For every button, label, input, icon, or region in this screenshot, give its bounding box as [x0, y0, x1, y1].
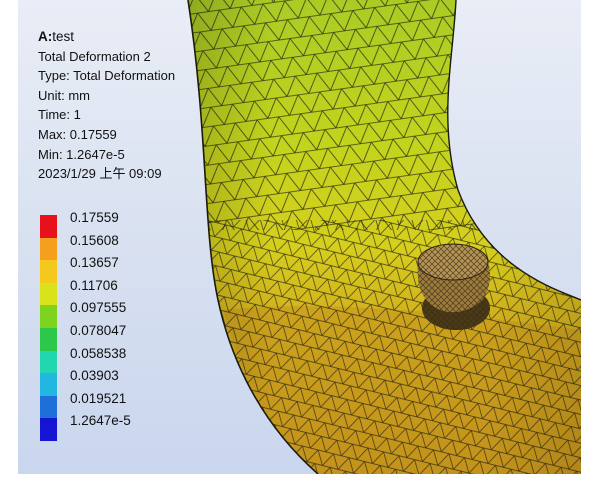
legend-label: 1.2647e-5 [70, 413, 131, 429]
legend-label: 0.078047 [70, 323, 127, 338]
legend-swatch [40, 305, 57, 328]
legend-swatch [40, 418, 57, 441]
result-timestamp: 2023/1/29 上午 09:09 [38, 166, 162, 182]
result-type: Type: Total Deformation [38, 68, 176, 84]
legend-swatch [40, 395, 57, 419]
legend-label: 0.03903 [70, 368, 119, 384]
legend-swatch [40, 327, 57, 351]
legend-label: 0.019521 [70, 390, 127, 406]
legend-swatch [40, 260, 57, 283]
legend-label: 0.097555 [70, 300, 127, 316]
legend-label: 0.058538 [70, 345, 127, 361]
legend-swatch [40, 350, 57, 374]
pipe-mesh-model[interactable] [18, 0, 581, 474]
graphics-viewport[interactable]: A:test Total Deformation 2 Type: Total D… [18, 0, 581, 474]
result-max: Max: 0.17559 [38, 126, 117, 142]
legend-swatch [40, 373, 57, 396]
result-name: Total Deformation 2 [38, 48, 151, 64]
result-info-box: A:test Total Deformation 2 Type: Total D… [38, 27, 238, 184]
legend-swatch [40, 282, 57, 306]
result-time: Time: 1 [38, 107, 81, 123]
nozzle-part [417, 243, 490, 330]
legend-swatch [40, 215, 57, 238]
result-unit: Unit: mm [38, 87, 90, 103]
legend-label: 0.11706 [70, 277, 118, 293]
legend-swatch [40, 237, 57, 261]
legend-color-bar [40, 215, 57, 441]
legend-label: 0.17559 [70, 210, 119, 225]
legend-label: 0.15608 [70, 232, 119, 248]
legend-label: 0.13657 [70, 255, 119, 271]
system-title: A:test [38, 29, 75, 44]
result-min: Min: 1.2647e-5 [38, 146, 125, 162]
